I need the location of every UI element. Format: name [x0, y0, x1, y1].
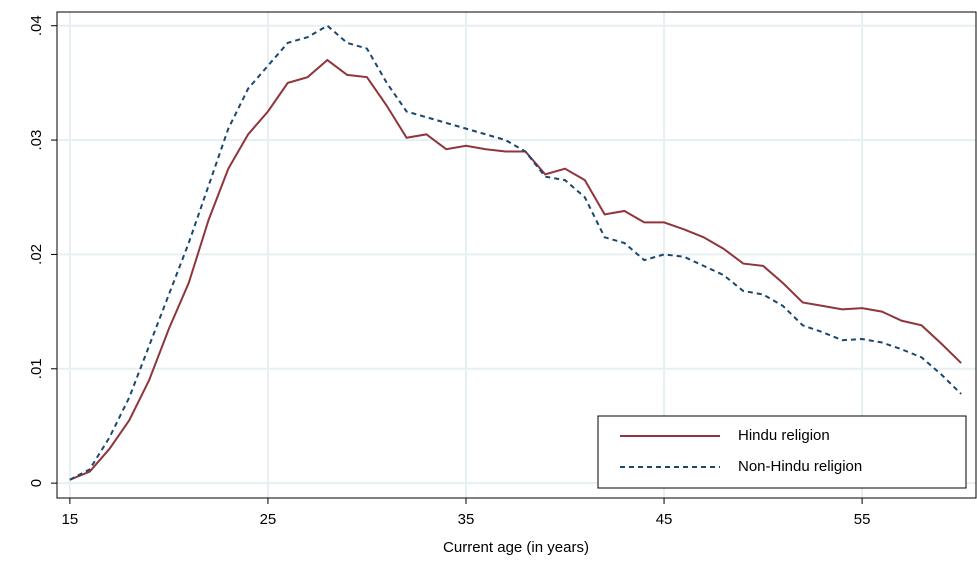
y-tick-label: 0 [28, 479, 45, 487]
x-tick-label: 45 [656, 511, 673, 528]
x-tick-label: 25 [260, 511, 277, 528]
y-tick-label: .01 [28, 358, 45, 379]
x-axis-label: Current age (in years) [443, 539, 589, 556]
legend-box [597, 415, 967, 489]
x-tick-label: 55 [854, 511, 871, 528]
legend-label: Hindu religion [738, 427, 830, 444]
plot-frame [56, 11, 977, 499]
legend-label: Non-Hindu religion [738, 458, 862, 475]
legend: Hindu religion Non-Hindu religion [597, 415, 967, 489]
line-series [69, 24, 962, 481]
y-tick-label: .03 [28, 130, 45, 151]
x-tick-label: 15 [62, 511, 79, 528]
x-tick-label: 35 [458, 511, 475, 528]
y-tick-label: .04 [28, 15, 45, 36]
line-series [69, 58, 962, 481]
y-tick-label: .02 [28, 244, 45, 265]
